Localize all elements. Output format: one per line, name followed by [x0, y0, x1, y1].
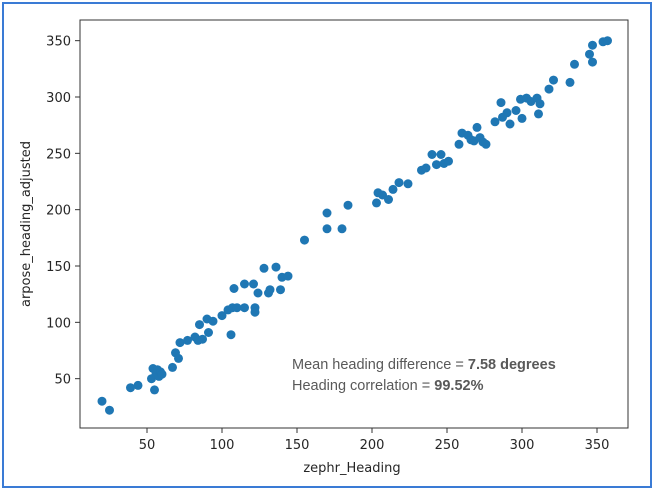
x-tick-label: 50 [139, 438, 156, 453]
data-point [126, 383, 135, 393]
x-tick-label: 150 [285, 438, 310, 453]
data-point [198, 334, 207, 344]
data-point [174, 353, 183, 363]
annotation-mean-difference-value: 7.58 degrees [468, 357, 556, 373]
data-point [472, 122, 482, 132]
data-point [436, 150, 446, 159]
data-point [454, 139, 464, 149]
data-point [432, 160, 441, 170]
data-point [588, 57, 597, 67]
data-point [570, 59, 579, 69]
annotation-correlation: Heading correlation = 99.52% [292, 378, 484, 394]
data-point [603, 36, 612, 46]
y-tick-label: 300 [46, 91, 71, 106]
data-point [300, 235, 309, 245]
data-point [175, 338, 185, 348]
data-point [403, 179, 413, 189]
y-axis-ticks: 50 100 150 200 250 300 350 [46, 35, 80, 388]
data-point [97, 396, 107, 406]
data-point [565, 77, 575, 87]
annotation-correlation-label: Heading correlation = [292, 378, 434, 394]
data-point [394, 178, 404, 188]
data-point [229, 284, 239, 293]
data-point [271, 262, 281, 272]
data-point [249, 279, 258, 289]
data-point [232, 303, 242, 313]
data-point [283, 271, 293, 281]
data-point [549, 75, 558, 85]
data-point [183, 335, 192, 345]
data-point [421, 163, 431, 173]
data-point [259, 263, 269, 273]
y-tick-label: 150 [46, 260, 71, 275]
data-point [105, 405, 114, 415]
x-tick-label: 300 [510, 438, 535, 453]
data-point [505, 119, 515, 129]
y-tick-label: 250 [46, 147, 71, 162]
y-tick-label: 200 [46, 204, 71, 219]
data-point [496, 98, 506, 108]
data-point [133, 380, 143, 390]
data-point [544, 84, 554, 94]
data-point [444, 156, 453, 166]
data-point [372, 198, 381, 208]
data-point [276, 285, 285, 295]
x-tick-label: 250 [435, 438, 460, 453]
data-point [195, 320, 204, 330]
y-tick-label: 50 [54, 373, 71, 388]
plot-area-border [79, 19, 629, 429]
data-point [217, 311, 227, 321]
data-point [343, 200, 353, 210]
data-point [427, 150, 437, 159]
data-point [511, 106, 521, 115]
x-axis-label: zephr_Heading [303, 461, 400, 476]
scatter-points [97, 36, 612, 415]
data-point [265, 285, 275, 295]
data-point [157, 369, 167, 379]
data-point [240, 279, 249, 289]
data-point [388, 184, 398, 194]
data-point [585, 49, 594, 59]
data-point [384, 195, 393, 204]
data-point [517, 113, 527, 123]
y-axis-label: arpose_heading_adjusted [19, 141, 34, 307]
data-point [250, 307, 260, 317]
x-axis-ticks: 50 100 150 200 250 300 350 [139, 428, 610, 453]
y-tick-label: 100 [46, 316, 71, 331]
data-point [322, 208, 332, 218]
x-tick-label: 200 [360, 438, 385, 453]
data-point [534, 109, 543, 119]
data-point [322, 224, 332, 234]
data-point [337, 224, 347, 234]
data-point [208, 316, 218, 326]
data-point [490, 117, 500, 127]
data-point [168, 362, 177, 372]
data-point [502, 108, 512, 118]
data-point [253, 288, 263, 298]
annotation-correlation-value: 99.52% [434, 378, 483, 394]
x-tick-label: 350 [585, 438, 610, 453]
data-point [588, 40, 597, 50]
annotation-mean-difference-label: Mean heading difference = [292, 357, 468, 373]
data-point [240, 303, 249, 313]
data-point [226, 330, 236, 340]
y-tick-label: 350 [46, 35, 71, 50]
x-tick-label: 100 [210, 438, 235, 453]
data-point [150, 385, 159, 395]
data-point [535, 99, 545, 109]
data-point [204, 328, 213, 337]
data-point [481, 139, 491, 149]
annotation-mean-difference: Mean heading difference = 7.58 degrees [292, 357, 556, 373]
